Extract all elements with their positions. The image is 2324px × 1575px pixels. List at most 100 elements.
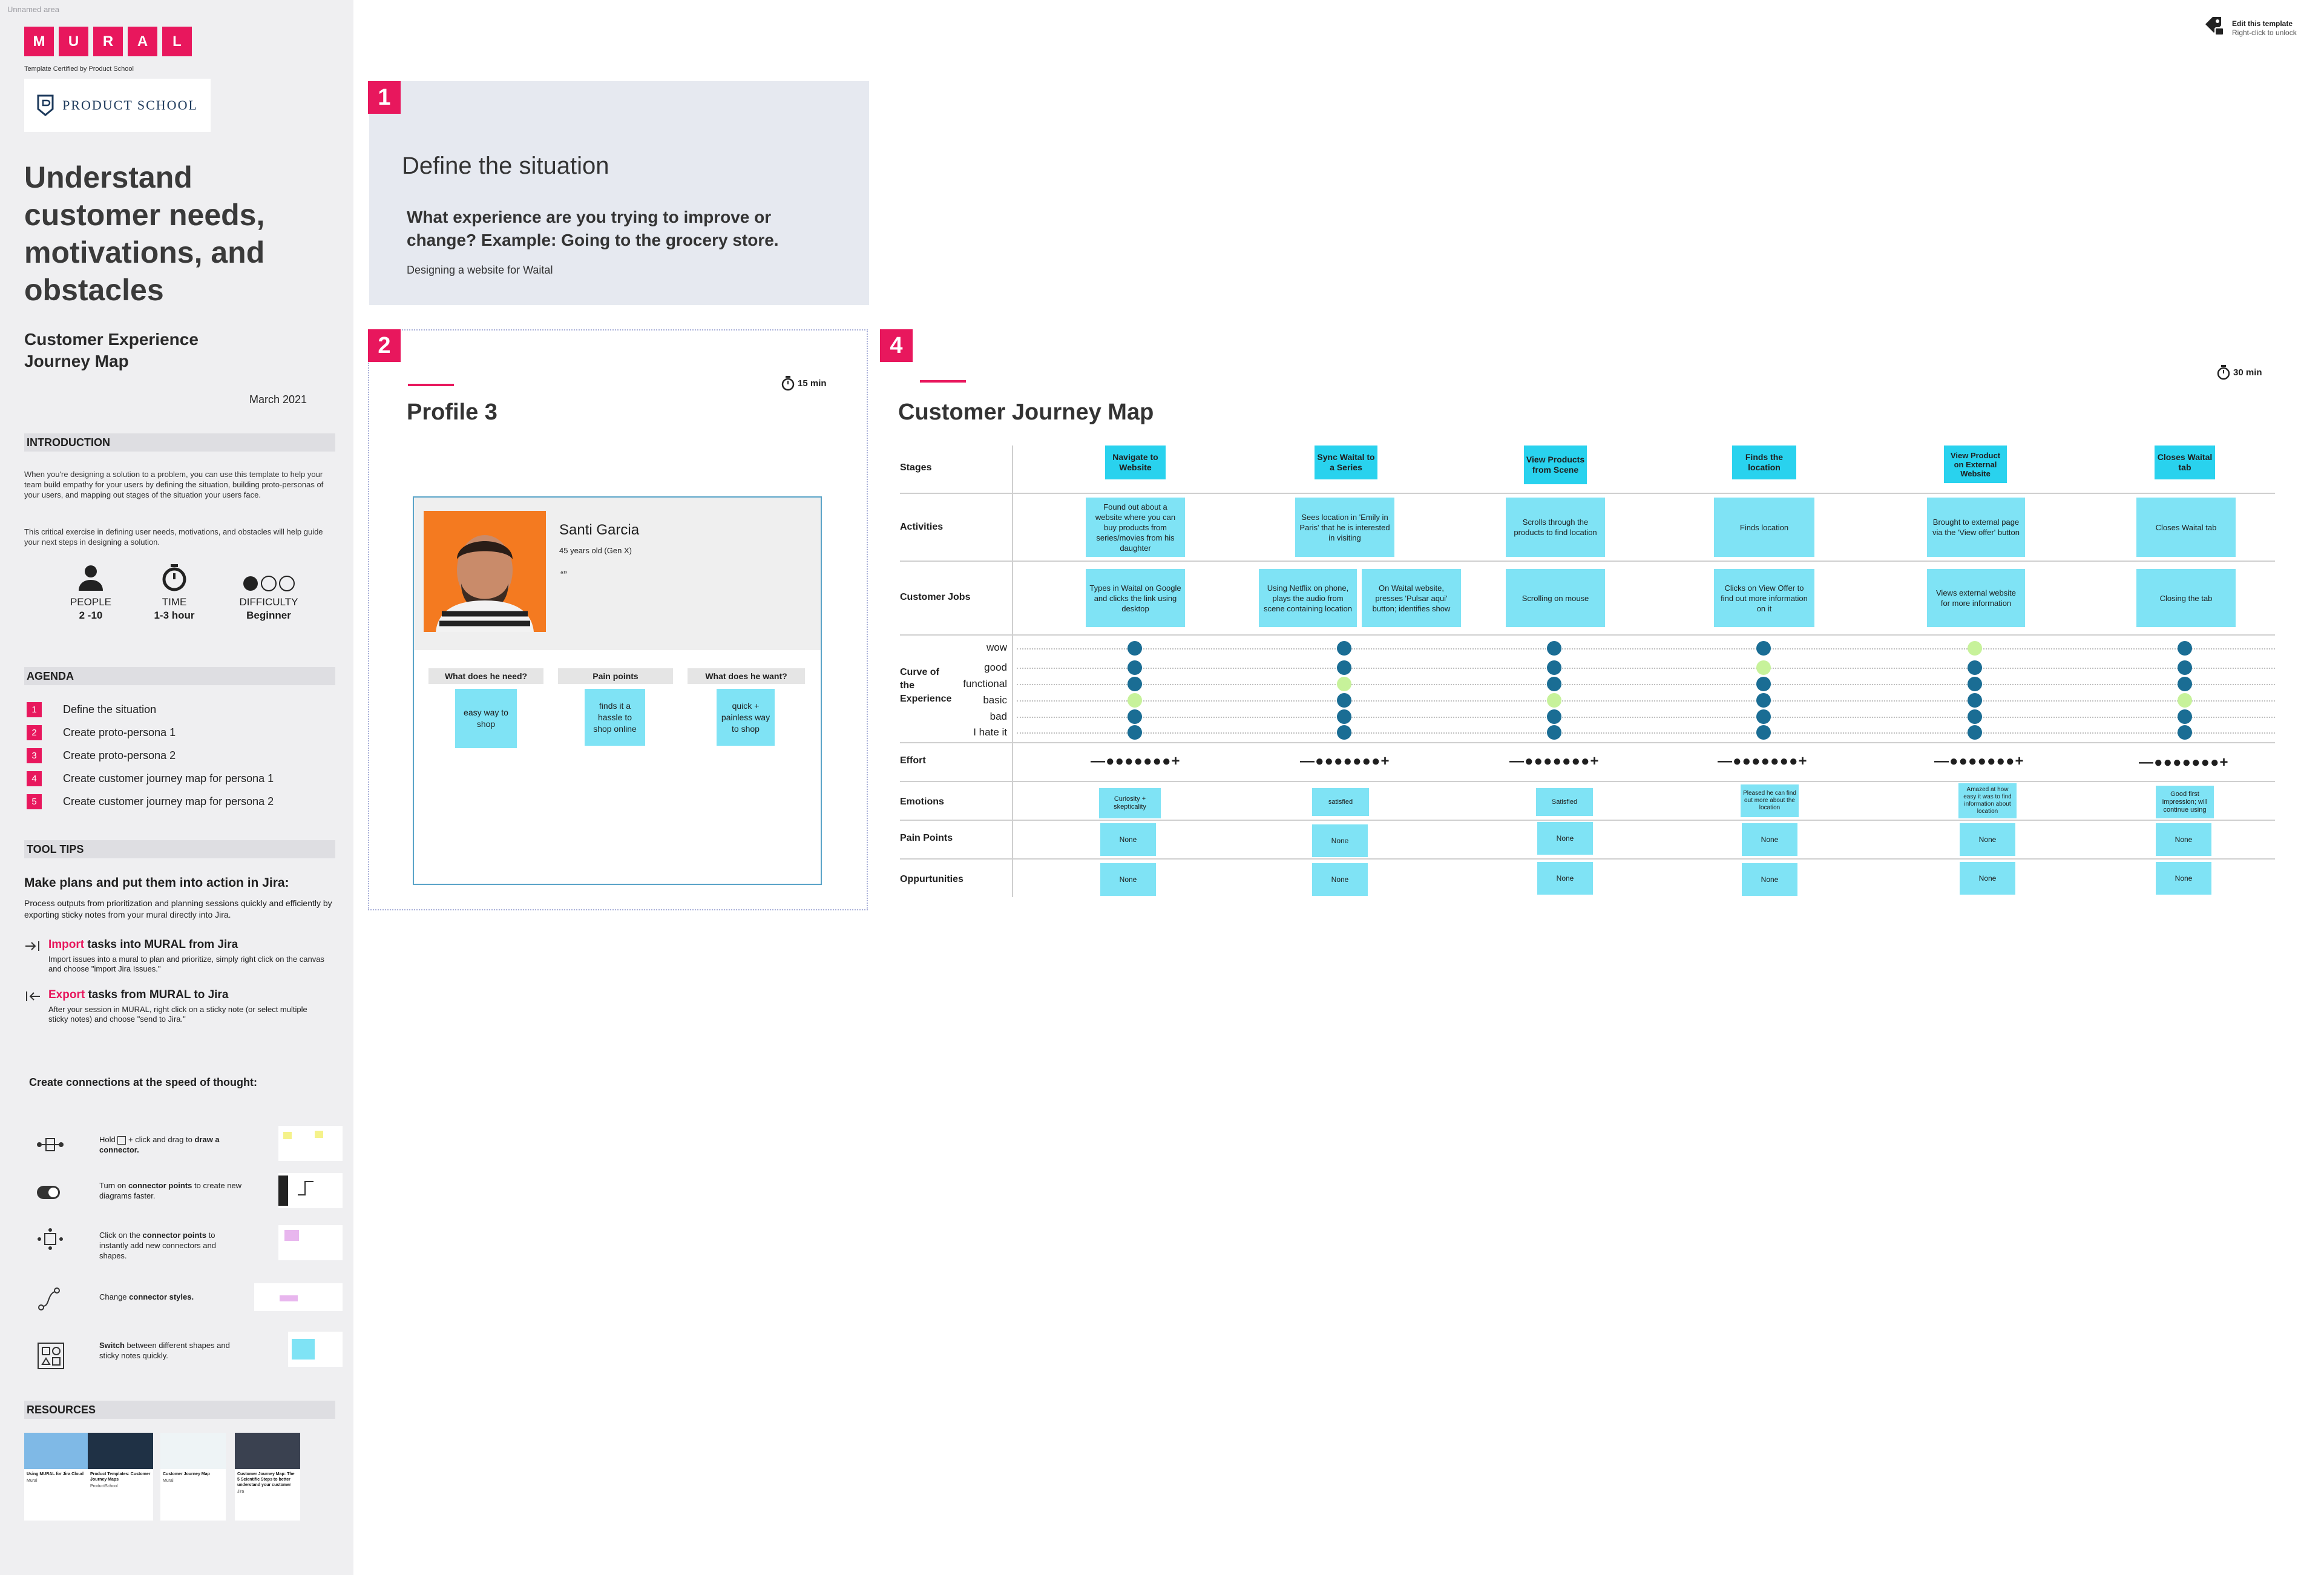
activity-sticky[interactable]: Sees location in 'Emily in Paris' that h… bbox=[1295, 498, 1394, 557]
activity-sticky[interactable]: Finds location bbox=[1714, 498, 1814, 557]
curve-dot[interactable] bbox=[1128, 677, 1142, 691]
stage-sticky[interactable]: Finds the location bbox=[1732, 446, 1796, 479]
curve-dot[interactable] bbox=[1756, 693, 1771, 708]
curve-dot[interactable] bbox=[1128, 660, 1142, 675]
curve-dot[interactable] bbox=[2178, 677, 2192, 691]
effort-scale[interactable]: —●●●●●●●+ bbox=[1718, 753, 1808, 769]
curve-dot[interactable] bbox=[1756, 709, 1771, 724]
emotion-sticky[interactable]: Amazed at how easy it was to find inform… bbox=[1958, 783, 2017, 818]
opportunity-sticky[interactable]: None bbox=[1537, 862, 1593, 895]
agenda-item[interactable]: 1 Define the situation bbox=[27, 702, 156, 717]
sticky-note[interactable]: easy way to shop bbox=[455, 689, 517, 748]
curve-dot[interactable] bbox=[1756, 641, 1771, 656]
agenda-item[interactable]: 5 Create customer journey map for persona… bbox=[27, 794, 274, 809]
effort-scale[interactable]: —●●●●●●●+ bbox=[1300, 753, 1390, 769]
job-sticky[interactable]: Types in Waital on Google and clicks the… bbox=[1086, 569, 1185, 627]
effort-scale[interactable]: —●●●●●●●+ bbox=[1091, 753, 1181, 769]
effort-scale[interactable]: —●●●●●●●+ bbox=[1509, 753, 1600, 769]
emotion-sticky[interactable]: Satisfied bbox=[1536, 788, 1593, 816]
curve-dot[interactable] bbox=[1968, 677, 1982, 691]
opportunity-sticky[interactable]: None bbox=[1742, 863, 1797, 896]
job-sticky[interactable]: Closing the tab bbox=[2136, 569, 2236, 627]
curve-dot[interactable] bbox=[1337, 693, 1351, 708]
opportunity-sticky[interactable]: None bbox=[2156, 862, 2211, 895]
curve-dot[interactable] bbox=[1756, 677, 1771, 691]
emotion-sticky[interactable]: Good first impression; will continue usi… bbox=[2156, 786, 2214, 818]
curve-selected-dot[interactable] bbox=[1756, 660, 1771, 675]
stage-sticky[interactable]: Sync Waital to a Series bbox=[1315, 446, 1377, 479]
job-sticky[interactable]: Clicks on View Offer to find out more in… bbox=[1714, 569, 1814, 627]
curve-dot[interactable] bbox=[2178, 660, 2192, 675]
persona-age[interactable]: 45 years old (Gen X) bbox=[559, 546, 632, 555]
activity-sticky[interactable]: Scrolls through the products to find loc… bbox=[1506, 498, 1605, 557]
pain-point-sticky[interactable]: None bbox=[1742, 823, 1797, 856]
opportunity-sticky[interactable]: None bbox=[1312, 863, 1368, 896]
activity-sticky[interactable]: Closes Waital tab bbox=[2136, 498, 2236, 557]
curve-dot[interactable] bbox=[2178, 725, 2192, 740]
curve-dot[interactable] bbox=[2178, 641, 2192, 656]
curve-dot[interactable] bbox=[1968, 693, 1982, 708]
lock-tag-icon[interactable] bbox=[2203, 16, 2225, 38]
curve-dot[interactable] bbox=[1337, 660, 1351, 675]
agenda-item[interactable]: 4 Create customer journey map for persona… bbox=[27, 771, 274, 786]
emotion-sticky[interactable]: Pleased he can find out more about the l… bbox=[1741, 784, 1799, 817]
curve-selected-dot[interactable] bbox=[1337, 677, 1351, 691]
resource-card[interactable]: Customer Journey Map: The 5 Scientific S… bbox=[235, 1433, 300, 1521]
sticky-note[interactable]: finds it a hassle to shop online bbox=[585, 689, 645, 746]
sticky-note[interactable]: quick + painless way to shop bbox=[717, 689, 775, 746]
curve-dot[interactable] bbox=[1547, 641, 1561, 656]
emotion-sticky[interactable]: satisfied bbox=[1312, 788, 1369, 816]
curve-dot[interactable] bbox=[1337, 709, 1351, 724]
pain-point-sticky[interactable]: None bbox=[1960, 823, 2015, 856]
curve-dot[interactable] bbox=[1337, 725, 1351, 740]
activity-sticky[interactable]: Brought to external page via the 'View o… bbox=[1927, 498, 2025, 557]
job-sticky[interactable]: Using Netflix on phone, plays the audio … bbox=[1259, 569, 1357, 627]
curve-dot[interactable] bbox=[1968, 709, 1982, 724]
situation-answer[interactable]: Designing a website for Waital bbox=[407, 264, 553, 276]
agenda-item[interactable]: 2 Create proto-persona 1 bbox=[27, 725, 176, 740]
curve-dot[interactable] bbox=[2178, 709, 2192, 724]
profile-title[interactable]: Profile 3 bbox=[407, 400, 497, 425]
job-sticky[interactable]: On Waital website, presses 'Pulsar aqui'… bbox=[1362, 569, 1461, 627]
pain-point-sticky[interactable]: None bbox=[1537, 822, 1593, 855]
journey-map-title[interactable]: Customer Journey Map bbox=[898, 400, 1154, 425]
job-sticky[interactable]: Scrolling on mouse bbox=[1506, 569, 1605, 627]
pain-point-sticky[interactable]: None bbox=[1312, 824, 1368, 857]
curve-selected-dot[interactable] bbox=[1547, 693, 1561, 708]
curve-dot[interactable] bbox=[1547, 677, 1561, 691]
section-define-situation[interactable] bbox=[369, 81, 869, 305]
effort-scale[interactable]: —●●●●●●●+ bbox=[1934, 753, 2024, 769]
stage-sticky[interactable]: Navigate to Website bbox=[1105, 446, 1166, 479]
curve-dot[interactable] bbox=[1128, 641, 1142, 656]
activity-sticky[interactable]: Found out about a website where you can … bbox=[1086, 498, 1185, 557]
curve-dot[interactable] bbox=[1128, 725, 1142, 740]
pain-point-sticky[interactable]: None bbox=[1100, 823, 1156, 856]
stage-sticky[interactable]: Closes Waital tab bbox=[2155, 446, 2215, 479]
persona-name[interactable]: Santi Garcia bbox=[559, 522, 640, 538]
pain-point-sticky[interactable]: None bbox=[2156, 823, 2211, 856]
resource-card[interactable]: Customer Journey Map Mural bbox=[160, 1433, 226, 1521]
job-sticky[interactable]: Views external website for more informat… bbox=[1927, 569, 2025, 627]
resource-card[interactable]: Using MURAL for Jira Cloud Mural bbox=[24, 1433, 90, 1521]
curve-dot[interactable] bbox=[1547, 660, 1561, 675]
curve-selected-dot[interactable] bbox=[1968, 641, 1982, 656]
stage-sticky[interactable]: View Product on External Website bbox=[1944, 446, 2007, 483]
stage-sticky[interactable]: View Products from Scene bbox=[1524, 446, 1587, 484]
curve-dot[interactable] bbox=[1547, 709, 1561, 724]
resource-card[interactable]: Product Templates: Customer Journey Maps… bbox=[88, 1433, 153, 1521]
section-profile[interactable] bbox=[368, 329, 868, 910]
curve-dot[interactable] bbox=[1968, 725, 1982, 740]
opportunity-sticky[interactable]: None bbox=[1960, 862, 2015, 895]
curve-dot[interactable] bbox=[1756, 725, 1771, 740]
curve-selected-dot[interactable] bbox=[2178, 693, 2192, 708]
emotion-sticky[interactable]: Curiosity + skepticality bbox=[1099, 788, 1161, 818]
opportunity-sticky[interactable]: None bbox=[1100, 863, 1156, 896]
curve-dot[interactable] bbox=[1968, 660, 1982, 675]
curve-dot[interactable] bbox=[1547, 725, 1561, 740]
curve-selected-dot[interactable] bbox=[1128, 693, 1142, 708]
agenda-item[interactable]: 3 Create proto-persona 2 bbox=[27, 748, 176, 763]
curve-dot[interactable] bbox=[1337, 641, 1351, 656]
curve-dot[interactable] bbox=[1128, 709, 1142, 724]
persona-quote[interactable]: “” bbox=[560, 570, 567, 580]
